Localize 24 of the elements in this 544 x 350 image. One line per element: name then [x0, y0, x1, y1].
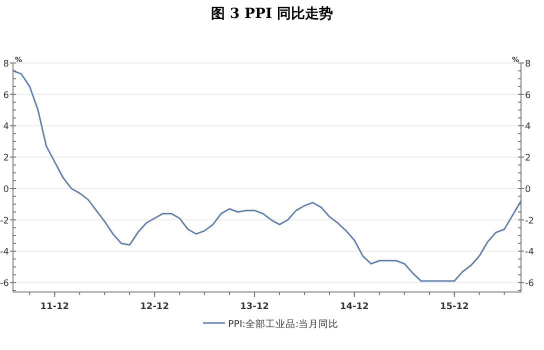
y-tick-label: 6: [3, 90, 10, 101]
y-tick-label: -4: [0, 248, 10, 258]
y-tick-label: 8: [3, 60, 10, 70]
y2-tick-label: -2: [525, 216, 534, 226]
x-tick-label: 14-12: [340, 302, 369, 312]
y2-tick-label: 4: [525, 122, 531, 132]
y2-tick-label: 0: [525, 184, 531, 195]
y-tick-label: 2: [3, 154, 9, 164]
y-tick-label: -2: [0, 216, 9, 226]
legend-label: PPI:全部工业品:当月同比: [228, 318, 339, 330]
x-tick-label: 11-12: [40, 302, 70, 312]
x-tick-label: 15-12: [440, 302, 469, 312]
x-tick-label: 12-12: [140, 302, 169, 312]
x-tick-label: 13-12: [240, 302, 269, 312]
y-tick-label: -6: [0, 279, 10, 290]
y-tick-label: 4: [3, 122, 10, 132]
y2-tick-label: 6: [525, 90, 531, 101]
chart-title: 图 3 PPI 同比走势: [211, 6, 333, 22]
y2-tick-label: 8: [525, 60, 531, 70]
line-series: [12, 70, 522, 282]
y2-tick-label: -6: [525, 279, 534, 290]
y2-tick-label: -4: [525, 248, 534, 258]
y2-tick-label: 2: [525, 154, 531, 164]
y-tick-label: 0: [3, 184, 10, 195]
